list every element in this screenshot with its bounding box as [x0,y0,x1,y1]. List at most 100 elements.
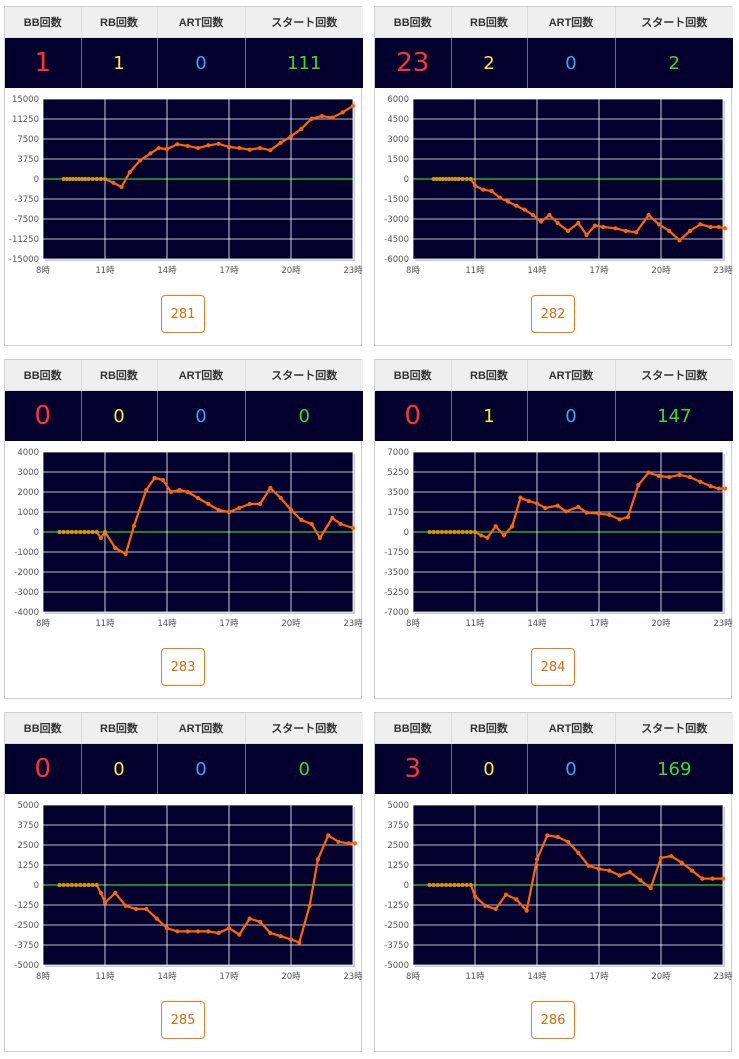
data-point [309,521,314,527]
data-point [547,212,552,218]
data-point [648,886,653,891]
data-point [518,495,523,500]
machine-card: BB回数 RB回数 ART回数 スタート回数 0 0 0 0 285 5000 37… [4,712,363,1052]
data-point [346,841,351,846]
x-tick-label: 20時 [281,619,301,629]
x-tick-label: 8時 [36,266,50,276]
y-tick-label: -3750 [14,941,39,951]
data-point [481,187,486,192]
data-point [708,484,713,489]
bb-count: 23 [375,37,452,88]
data-point [169,489,174,495]
data-point [247,147,252,152]
y-tick-label: 4000 [17,448,39,458]
art-count: 0 [157,390,246,441]
data-point [237,145,242,151]
start-header: スタート回数 [615,7,733,38]
art-header: ART回数 [157,713,246,744]
rb-header: RB回数 [451,360,528,391]
balance-line-chart: 15000 11250 7500 3750 0 -3750 -7500 -11250 -1500… [9,95,363,276]
data-point [623,228,628,234]
data-point [431,882,436,888]
data-point [216,141,221,146]
machine-number-button[interactable]: 286 [531,1001,575,1039]
bb-header: BB回数 [375,713,452,744]
rb-count: 2 [451,37,528,88]
y-tick-label: 15000 [12,95,39,105]
x-tick-label: 11時 [465,619,485,629]
data-point [119,184,124,190]
data-point [278,934,283,939]
stats-table: BB回数 RB回数 ART回数 スタート回数 0 0 0 0 [5,713,363,794]
data-point [613,226,618,231]
data-point [530,212,535,218]
data-point [716,224,721,230]
y-tick-label: -1750 [384,548,409,558]
data-point [268,930,273,936]
data-point [472,183,478,188]
art-header: ART回数 [527,7,616,38]
art-header: ART回数 [527,713,616,744]
data-point [534,857,540,862]
machine-number-button[interactable]: 284 [531,648,575,686]
data-point [448,529,453,535]
data-point [67,176,72,182]
data-point [206,143,211,148]
y-tick-label: 0 [404,528,409,538]
data-point [268,148,273,153]
data-point [350,525,356,531]
data-point [464,882,469,888]
data-point [720,876,726,881]
bb-header: BB回数 [5,7,82,38]
machine-number-button[interactable]: 283 [161,648,205,686]
rb-header: RB回数 [81,360,158,391]
data-point [102,900,108,905]
x-tick-label: 11時 [95,972,115,982]
art-header: ART回数 [157,7,246,38]
art-count: 0 [527,37,616,88]
stats-value-row: 1 1 0 111 [5,37,363,88]
machine-number-button[interactable]: 281 [161,295,205,333]
machine-number-button[interactable]: 282 [531,295,575,333]
data-point [133,906,139,912]
data-point [636,483,641,488]
data-point [522,207,527,212]
data-point [687,475,693,480]
data-point [708,224,713,230]
data-point [78,529,83,535]
data-point [576,220,581,226]
stats-header-row: BB回数 RB回数 ART回数 スタート回数 [5,713,363,744]
rb-count: 1 [451,390,528,441]
data-point [257,919,263,924]
y-tick-label: 0 [404,881,409,891]
data-point [185,929,190,934]
y-tick-label: -4500 [384,235,409,245]
data-point [57,529,62,535]
data-point [185,489,190,495]
data-point [468,882,473,888]
data-point [456,176,461,182]
y-tick-label: 0 [34,881,39,891]
y-tick-label: 4500 [387,115,409,125]
data-point [69,529,75,535]
data-point [94,882,99,888]
machine-number-button[interactable]: 285 [161,1001,205,1039]
y-tick-label: -6000 [384,255,409,265]
data-point [596,511,602,516]
start-header: スタート回数 [245,360,363,391]
data-point [443,176,449,182]
data-point [338,521,343,527]
data-point [722,486,728,491]
y-tick-label: 3750 [17,155,39,165]
data-point [82,529,87,535]
data-point [226,144,232,150]
x-tick-label: 17時 [589,972,609,982]
x-tick-label: 23時 [713,972,733,982]
x-tick-label: 11時 [95,266,115,276]
y-tick-label: 2000 [17,488,39,498]
data-point [90,529,95,535]
data-point [61,529,66,535]
y-tick-label: -3500 [384,568,409,578]
data-point [646,470,651,475]
data-point [154,916,159,921]
